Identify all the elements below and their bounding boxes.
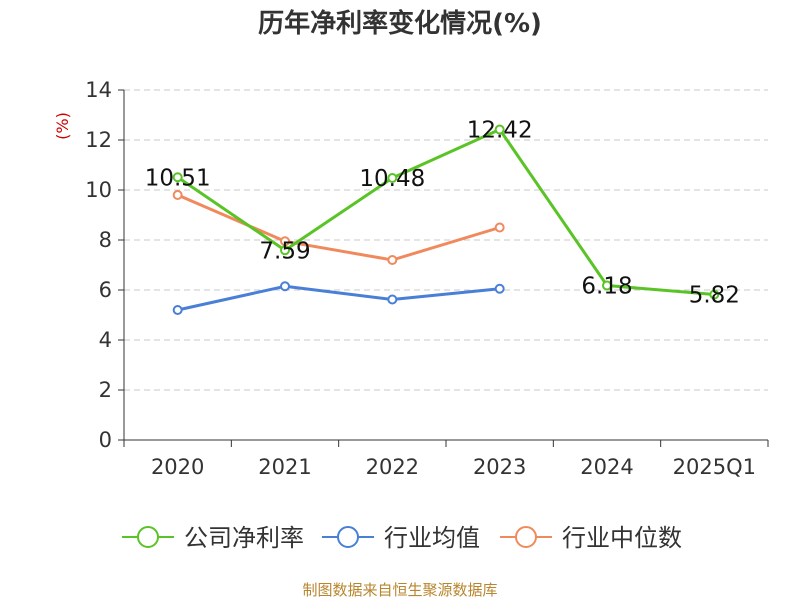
chart-title: 历年净利率变化情况(%) xyxy=(258,8,542,39)
grid-lines xyxy=(124,89,768,391)
y-tick-label: 6 xyxy=(99,278,112,302)
data-label: 10.51 xyxy=(145,165,211,191)
data-point xyxy=(709,289,720,300)
data-point xyxy=(494,124,505,135)
data-point xyxy=(602,280,612,291)
series-line-0 xyxy=(176,128,715,296)
y-tick-label: 14 xyxy=(85,78,112,102)
x-tick-label: 2021 xyxy=(258,455,311,479)
data-labels: 10.51 7.59 10.48 12.42 6.18 5.82 xyxy=(145,118,740,309)
data-point xyxy=(172,172,183,183)
y-tick-label: 8 xyxy=(99,228,112,252)
data-point xyxy=(387,294,398,305)
data-label: 5.82 xyxy=(689,283,740,309)
x-tick-label: 2025Q1 xyxy=(673,455,756,479)
legend-label: 行业均值 xyxy=(384,524,480,552)
data-point xyxy=(494,222,505,233)
data-point xyxy=(280,245,290,256)
data-point xyxy=(280,281,290,292)
legend-marker xyxy=(337,526,359,548)
series-line-1 xyxy=(177,284,500,312)
data-point xyxy=(172,305,183,315)
x-tick-label: 2022 xyxy=(366,455,419,479)
axes: 0 2 4 6 8 10 12 14 2020 2021 2022 2023 2024 2025Q1 xyxy=(85,78,769,479)
data-point xyxy=(387,173,398,183)
data-label: 12.42 xyxy=(467,118,533,144)
data-point xyxy=(172,190,183,200)
data-point xyxy=(494,283,505,294)
series-layer xyxy=(172,124,720,315)
series-line-2 xyxy=(177,193,501,262)
data-label: 7.59 xyxy=(259,238,310,264)
y-tick-label: 4 xyxy=(99,328,112,352)
legend: 公司净利率 行业均值 行业中位数 xyxy=(122,524,682,552)
x-tick-label: 2020 xyxy=(151,455,204,479)
data-label: 10.48 xyxy=(359,166,425,192)
source-note: 制图数据来自恒生聚源数据库 xyxy=(302,581,497,599)
y-tick-label: 2 xyxy=(99,378,112,402)
legend-label: 行业中位数 xyxy=(562,524,682,552)
y-tick-label: 12 xyxy=(85,128,112,152)
legend-label: 公司净利率 xyxy=(184,524,304,552)
legend-marker xyxy=(137,526,159,548)
y-tick-label: 0 xyxy=(99,428,112,452)
y-axis-label: (%) xyxy=(53,112,72,140)
x-tick-label: 2024 xyxy=(580,455,633,479)
y-tick-label: 10 xyxy=(85,178,112,202)
data-label: 6.18 xyxy=(581,274,632,300)
legend-marker xyxy=(515,526,537,548)
x-tick-label: 2023 xyxy=(473,455,526,479)
data-point xyxy=(387,255,398,265)
